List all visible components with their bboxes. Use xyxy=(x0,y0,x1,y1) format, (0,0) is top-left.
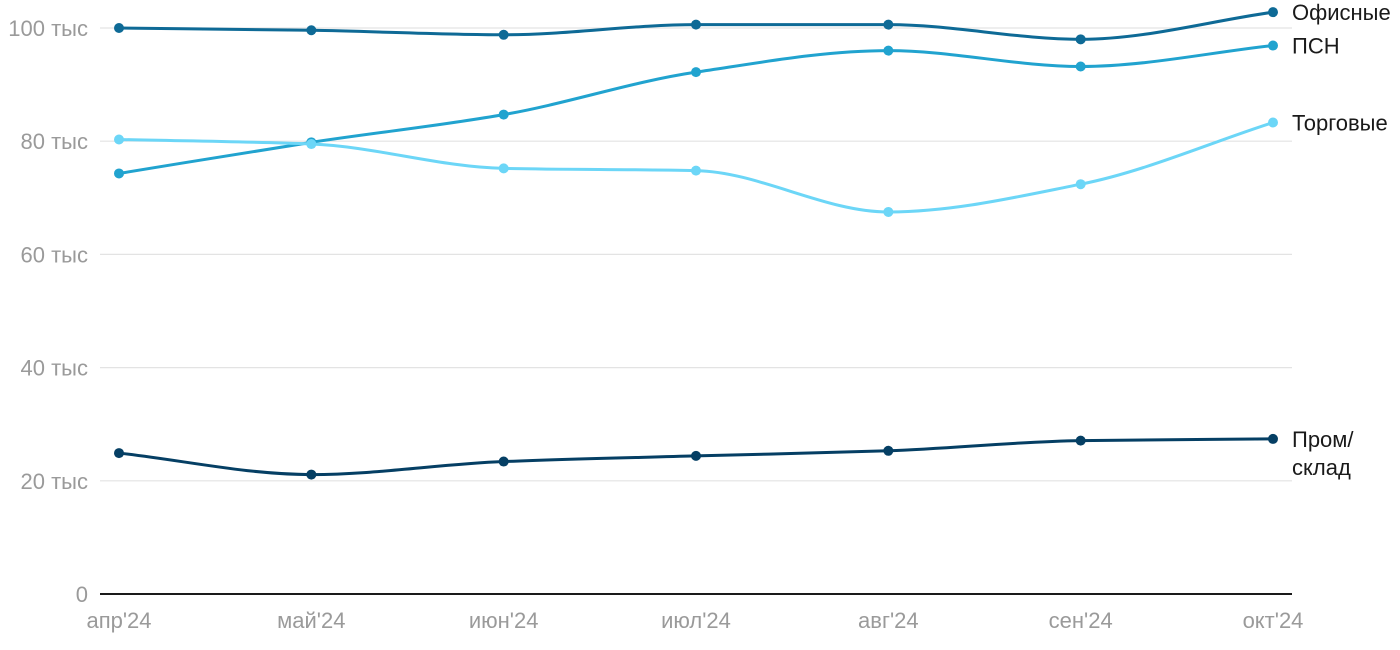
series-4 xyxy=(114,433,1278,480)
series-4-point xyxy=(1075,435,1086,446)
y-tick-label: 80 тыс xyxy=(21,129,88,154)
x-tick-label: сен'24 xyxy=(1049,608,1113,633)
series-3-point xyxy=(114,134,124,145)
y-tick-label: 0 xyxy=(76,582,88,607)
series-1-point xyxy=(306,25,317,36)
x-tick-label: окт'24 xyxy=(1243,608,1304,633)
x-tick-label: июл'24 xyxy=(661,608,731,633)
y-tick-label: 60 тыс xyxy=(21,242,88,267)
series-4-point xyxy=(306,469,317,480)
series-2-point xyxy=(1268,40,1278,51)
series-3-point xyxy=(1268,117,1278,128)
series-2-line xyxy=(117,44,1275,175)
series-2-point xyxy=(883,45,894,56)
series-3 xyxy=(114,117,1278,217)
series-1-label: Офисные xyxy=(1292,0,1391,25)
series-group xyxy=(114,7,1278,480)
series-3-point xyxy=(691,165,701,176)
series-2-point xyxy=(1075,61,1086,72)
series-4-point xyxy=(114,448,124,459)
series-4-point xyxy=(498,456,509,467)
series-1-point xyxy=(114,23,124,33)
series-4-point xyxy=(1268,433,1278,444)
x-tick-label: июн'24 xyxy=(469,608,539,633)
series-4-point xyxy=(691,450,701,461)
x-tick-label: апр'24 xyxy=(86,608,151,633)
y-tick-label: 100 тыс xyxy=(8,16,88,41)
series-4-label: Пром/склад xyxy=(1292,427,1354,480)
y-tick-label: 20 тыс xyxy=(21,469,88,494)
series-3-point xyxy=(498,163,509,174)
series-1-point xyxy=(1075,34,1086,45)
x-axis-tick-labels: апр'24 май'24 июн'24 июл'24 авг'24 сен'24 окт'… xyxy=(86,608,1303,633)
series-2-point xyxy=(691,67,701,78)
series-4-point xyxy=(883,445,894,456)
series-3-point xyxy=(1075,179,1086,190)
y-tick-label: 40 тыс xyxy=(21,356,88,381)
x-tick-label: авг'24 xyxy=(858,608,919,633)
series-3-label: Торговые xyxy=(1292,111,1388,136)
series-2-label: ПСН xyxy=(1292,34,1340,59)
x-tick-label: май'24 xyxy=(277,608,345,633)
series-3-point xyxy=(883,206,894,217)
y-axis-tick-labels: 0 20 тыс 40 тыс 60 тыс 80 тыс 100 тыс xyxy=(8,16,88,607)
series-2 xyxy=(114,40,1278,179)
series-1-point xyxy=(498,29,509,40)
series-1-point xyxy=(1268,7,1278,18)
grid-lines xyxy=(100,27,1292,595)
series-2-point xyxy=(114,168,124,179)
series-2-point xyxy=(498,109,509,120)
series-3-point xyxy=(306,139,317,150)
series-1-point xyxy=(883,19,894,30)
series-1 xyxy=(114,7,1278,45)
series-1-point xyxy=(691,19,701,30)
series-labels: Офисные ПСН Торговые Пром/склад xyxy=(1292,0,1391,480)
